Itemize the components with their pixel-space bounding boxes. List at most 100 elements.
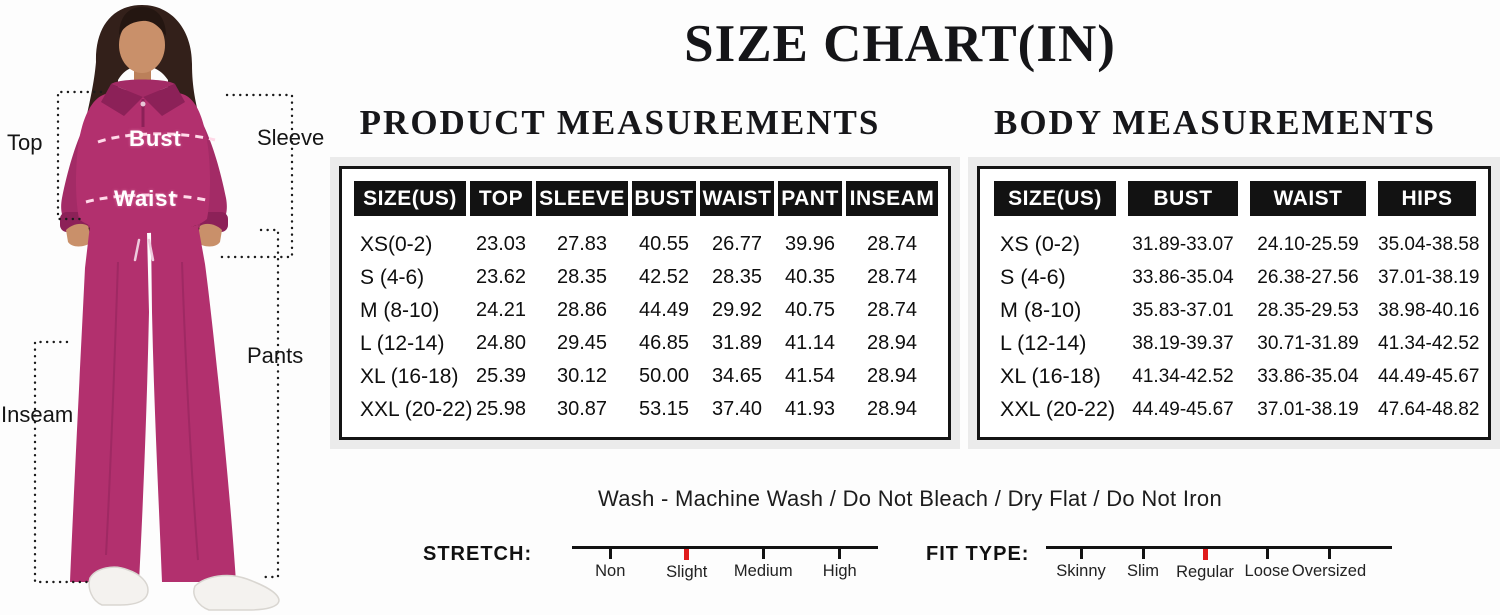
scale-option-label: Regular: [1176, 563, 1234, 581]
scale-option-label: Slim: [1126, 562, 1160, 580]
column-header: WAIST: [1250, 181, 1366, 216]
scale-tick: [1265, 549, 1269, 559]
collar-back: [111, 79, 175, 97]
drawstring: [133, 238, 155, 262]
size-cell: XL (16-18): [360, 364, 459, 388]
cell: 44.49-45.67: [1378, 365, 1480, 387]
scale-option-label: High: [822, 562, 857, 580]
cell: 47.64-48.82: [1378, 398, 1480, 420]
face-shape: [119, 17, 165, 73]
size-cell: M (8-10): [360, 298, 440, 322]
cell: 41.34-42.52: [1132, 365, 1234, 387]
pants-label: Pants: [247, 343, 304, 368]
table-row: L (12-14) 24.80 29.45 46.85 31.89 41.14 …: [354, 327, 936, 360]
cell: 41.93: [784, 398, 836, 420]
cell: 29.45: [556, 332, 608, 354]
cell: 28.94: [866, 332, 918, 354]
cell: 33.86-35.04: [1257, 365, 1359, 387]
column-header: HIPS: [1378, 181, 1476, 216]
column-header: BUST: [632, 181, 696, 216]
collar-right: [143, 84, 185, 116]
body-measurements-heading: BODY MEASUREMENTS: [993, 103, 1437, 142]
scale-option: High: [802, 549, 879, 582]
cell: 37.01-38.19: [1378, 266, 1480, 288]
scale-option-label: Medium: [733, 562, 793, 580]
column-header: SLEEVE: [536, 181, 628, 216]
waist-dashed-line: [85, 193, 207, 204]
cell: 28.35: [556, 266, 608, 288]
scale-option: Skinny: [1050, 549, 1112, 582]
cell: 44.49: [638, 299, 690, 321]
pant-seam-right: [181, 261, 199, 561]
stretch-scale: Non Slight Medium High: [572, 546, 878, 582]
inseam-bracket-dotted: [33, 340, 91, 584]
scale-option-label: Non: [595, 562, 626, 580]
product-table-header-row: SIZE(US) TOP SLEEVE BUST WAIST PANT INSE…: [354, 181, 938, 216]
cell: 24.80: [475, 332, 527, 354]
scale-tick: [1327, 549, 1331, 559]
cell: 24.21: [475, 299, 527, 321]
size-cell: XXL (20-22): [1000, 397, 1116, 421]
table-row: L (12-14) 38.19-39.37 30.71-31.89 41.34-…: [994, 327, 1480, 360]
cell: 35.83-37.01: [1132, 299, 1234, 321]
size-cell: S (4-6): [1000, 265, 1066, 289]
body-table-body: XS (0-2) 31.89-33.07 24.10-25.59 35.04-3…: [994, 228, 1480, 426]
bust-label: Bust: [129, 126, 182, 151]
cell: 41.14: [784, 332, 836, 354]
hair-fringe: [119, 7, 166, 36]
scale-tick: [1079, 549, 1083, 559]
product-measurements-heading: PRODUCT MEASUREMENTS: [359, 103, 881, 142]
column-header: SIZE(US): [354, 181, 466, 216]
left-pant-leg: [70, 225, 149, 582]
right-pant-leg: [151, 225, 236, 582]
product-table-body: XS(0-2) 23.03 27.83 40.55 26.77 39.96 28…: [354, 228, 936, 426]
cell: 30.87: [556, 398, 608, 420]
sleeve-bracket-dotted: [219, 93, 294, 259]
scale-marker-tick: [1202, 549, 1208, 560]
pants-bracket-dotted: [259, 228, 280, 579]
collar-left: [101, 84, 143, 116]
scale-option-label: Oversized: [1291, 562, 1367, 580]
column-header: TOP: [470, 181, 532, 216]
stretch-scale-label: STRETCH:: [423, 543, 533, 565]
model-illustration: [33, 5, 294, 611]
column-header: SIZE(US): [994, 181, 1116, 216]
care-instructions: Wash - Machine Wash / Do Not Bleach / Dr…: [597, 486, 1222, 511]
cell: 25.98: [475, 398, 527, 420]
cell: 30.71-31.89: [1257, 332, 1359, 354]
left-shoe: [88, 566, 149, 606]
scale-option: Regular: [1174, 549, 1236, 582]
scale-options: Non Slight Medium High: [572, 549, 878, 582]
cell: 46.85: [638, 332, 690, 354]
size-cell: XXL (20-22): [360, 397, 473, 421]
cell: 40.75: [784, 299, 836, 321]
scale-option: Slim: [1112, 549, 1174, 582]
right-hand: [196, 223, 222, 247]
cell: 29.92: [711, 299, 763, 321]
table-row: XL (16-18) 41.34-42.52 33.86-35.04 44.49…: [994, 360, 1480, 393]
waist-label: Waist: [114, 186, 177, 211]
column-header: WAIST: [700, 181, 774, 216]
table-row: S (4-6) 33.86-35.04 26.38-27.56 37.01-38…: [994, 261, 1480, 294]
page-title: SIZE CHART(IN): [684, 15, 1116, 73]
pant-seam-left: [105, 261, 119, 556]
scale-tick: [608, 549, 612, 559]
cell: 28.35: [711, 266, 763, 288]
scale-tick: [838, 549, 842, 559]
cell: 28.94: [866, 398, 918, 420]
table-row: XS(0-2) 23.03 27.83 40.55 26.77 39.96 28…: [354, 228, 936, 261]
top-bracket-dotted: [56, 90, 103, 221]
cell: 42.52: [638, 266, 690, 288]
zipper-pull: [140, 101, 146, 107]
cell: 28.86: [556, 299, 608, 321]
scale-option-label: Loose: [1244, 562, 1290, 580]
size-cell: M (8-10): [1000, 298, 1082, 322]
scale-option-label: Slight: [666, 563, 708, 581]
size-cell: XS (0-2): [1000, 232, 1081, 256]
hair-shape: [78, 5, 210, 256]
cell: 39.96: [784, 233, 836, 255]
cell: 41.34-42.52: [1378, 332, 1480, 354]
cell: 33.86-35.04: [1132, 266, 1234, 288]
cell: 31.89: [711, 332, 763, 354]
cell: 26.77: [711, 233, 763, 255]
